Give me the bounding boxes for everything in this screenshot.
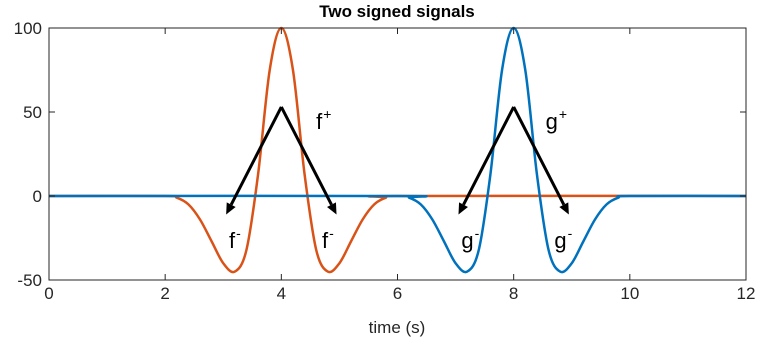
arrow-head xyxy=(559,202,569,215)
arrow-head xyxy=(226,202,236,215)
arrow-head xyxy=(458,202,468,215)
arrow-3 xyxy=(458,106,516,215)
annotation-f-minus: f- xyxy=(322,225,334,253)
chart-title: Two signed signals xyxy=(319,2,475,21)
annotation-g-minus: g- xyxy=(461,225,479,253)
series-layer xyxy=(48,26,747,274)
annotation-layer: f+ f-f-g+ g-g- xyxy=(229,106,573,253)
arrow-4 xyxy=(512,106,569,215)
arrow-shaft xyxy=(279,106,333,206)
arrow-head xyxy=(327,202,337,215)
arrow-shaft xyxy=(229,106,283,206)
x-axis-label: time (s) xyxy=(369,318,426,337)
arrow-1 xyxy=(226,106,283,215)
x-tick-label: 8 xyxy=(509,284,518,303)
x-tick-label: 10 xyxy=(620,284,639,303)
x-tick-label: 6 xyxy=(393,284,402,303)
annotation-f-plus: f+ xyxy=(316,106,331,134)
y-tick-label: -50 xyxy=(17,271,42,290)
y-tick-label: 50 xyxy=(23,103,42,122)
annotation-g-plus: g+ xyxy=(546,106,567,134)
annotation-f-minus: f- xyxy=(229,225,241,253)
x-tick-label: 0 xyxy=(44,284,53,303)
y-tick-label: 0 xyxy=(33,187,42,206)
series-line-2 xyxy=(48,26,747,274)
series-line-1 xyxy=(48,26,747,274)
arrow-layer xyxy=(226,106,569,215)
arrow-shaft xyxy=(512,106,566,206)
x-tick-label: 2 xyxy=(160,284,169,303)
x-tick-label: 12 xyxy=(737,284,756,303)
y-tick-label: 100 xyxy=(14,19,42,38)
x-tick-label: 4 xyxy=(277,284,286,303)
arrow-2 xyxy=(279,106,337,215)
plot-area xyxy=(49,28,746,280)
arrow-shaft xyxy=(462,106,516,206)
annotation-g-minus: g- xyxy=(554,225,572,253)
